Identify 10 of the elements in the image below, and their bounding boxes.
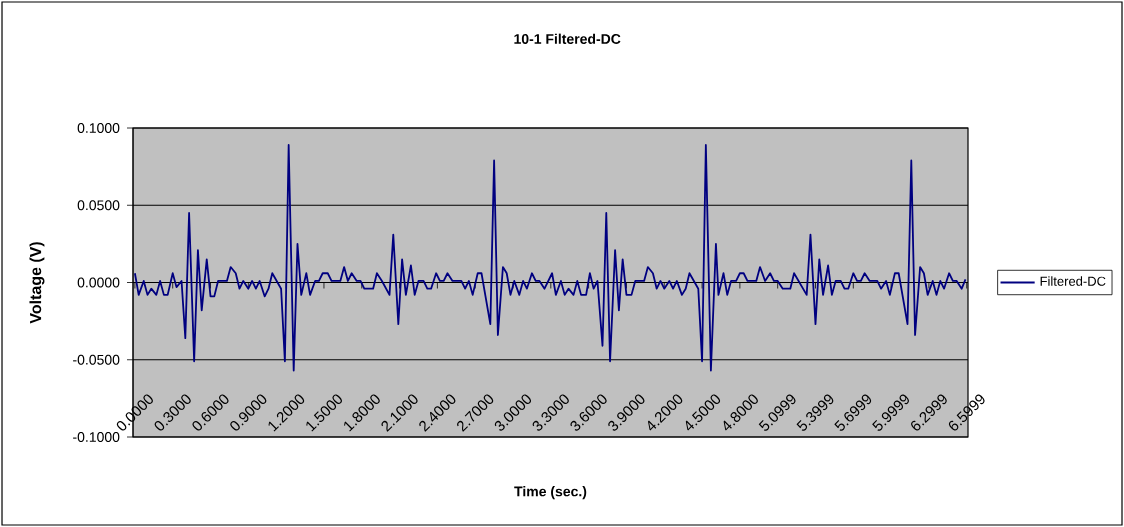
x-axis-title: Time (sec.) (514, 486, 587, 500)
y-tick-label: -0.1000 (73, 432, 120, 442)
y-tick-label: -0.0500 (73, 354, 120, 365)
chart-title: 10-1 Filtered-DC (514, 33, 621, 44)
y-tick-label: 0.0500 (77, 200, 120, 211)
legend-label: Filtered-DC (1040, 276, 1106, 286)
line-series (134, 144, 967, 372)
y-tick-label: 0.1000 (77, 123, 120, 133)
y-tick-label: 0.0000 (77, 277, 120, 288)
y-axis-title: Voltage (V) (29, 242, 45, 324)
